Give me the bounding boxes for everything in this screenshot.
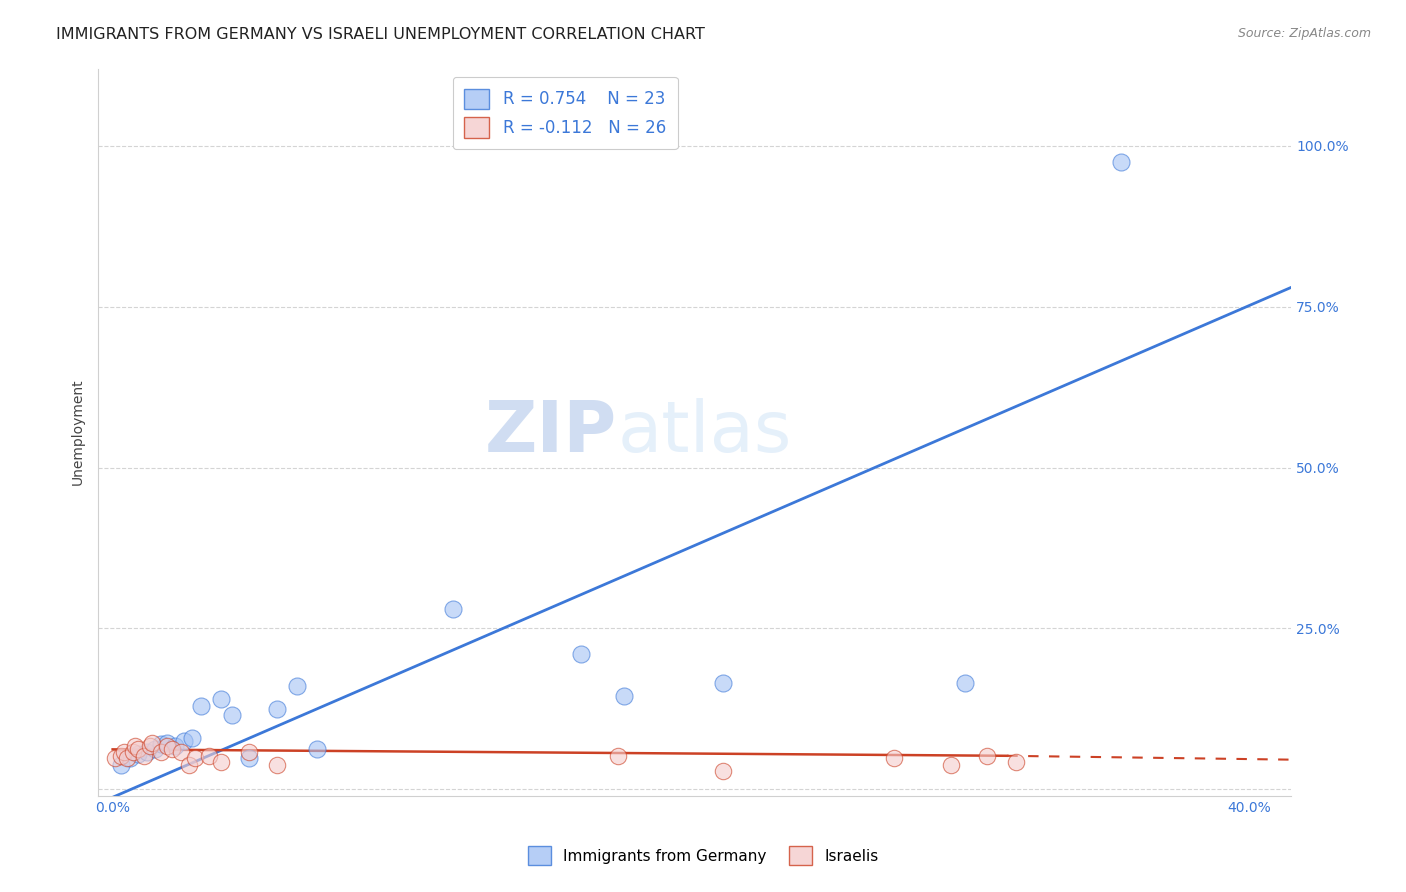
Point [1109,154,1132,169]
Point [127,742,149,756]
Point [149,745,172,759]
Point [238,751,260,765]
Point [141,736,163,750]
Point [1004,756,1026,770]
Point [132,748,155,763]
Point [209,692,232,706]
Point [953,676,976,690]
Point [209,756,232,770]
Point [121,745,143,759]
Point [110,757,132,772]
Point [238,745,260,759]
Point [162,742,184,756]
Point [198,748,221,763]
Text: ZIP: ZIP [485,398,617,467]
Point [170,745,193,759]
Point [976,748,998,763]
Point [190,698,212,713]
Point [127,747,149,761]
Text: atlas: atlas [617,398,792,467]
Text: IMMIGRANTS FROM GERMANY VS ISRAELI UNEMPLOYMENT CORRELATION CHART: IMMIGRANTS FROM GERMANY VS ISRAELI UNEMP… [56,27,706,42]
Point [173,734,195,748]
Point [711,764,734,779]
Y-axis label: Unemployment: Unemployment [72,379,86,485]
Point [266,757,288,772]
Point [939,757,962,772]
Point [155,736,177,750]
Point [181,731,204,745]
Point [607,748,630,763]
Point [221,708,243,723]
Point [155,739,177,753]
Point [124,739,146,753]
Legend: Immigrants from Germany, Israelis: Immigrants from Germany, Israelis [522,840,884,871]
Point [307,742,329,756]
Legend: R = 0.754    N = 23, R = -0.112   N = 26: R = 0.754 N = 23, R = -0.112 N = 26 [453,77,678,149]
Point [613,689,636,703]
Point [179,757,201,772]
Text: Source: ZipAtlas.com: Source: ZipAtlas.com [1237,27,1371,40]
Point [184,751,207,765]
Point [104,751,127,765]
Point [443,602,465,616]
Point [138,739,160,753]
Point [711,676,734,690]
Point [149,737,172,751]
Point [112,745,135,759]
Point [118,751,141,765]
Point [883,751,905,765]
Point [266,702,288,716]
Point [135,745,157,759]
Point [115,751,138,765]
Point [165,739,187,753]
Point [285,679,308,693]
Point [569,647,592,661]
Point [143,742,166,756]
Point [110,748,132,763]
